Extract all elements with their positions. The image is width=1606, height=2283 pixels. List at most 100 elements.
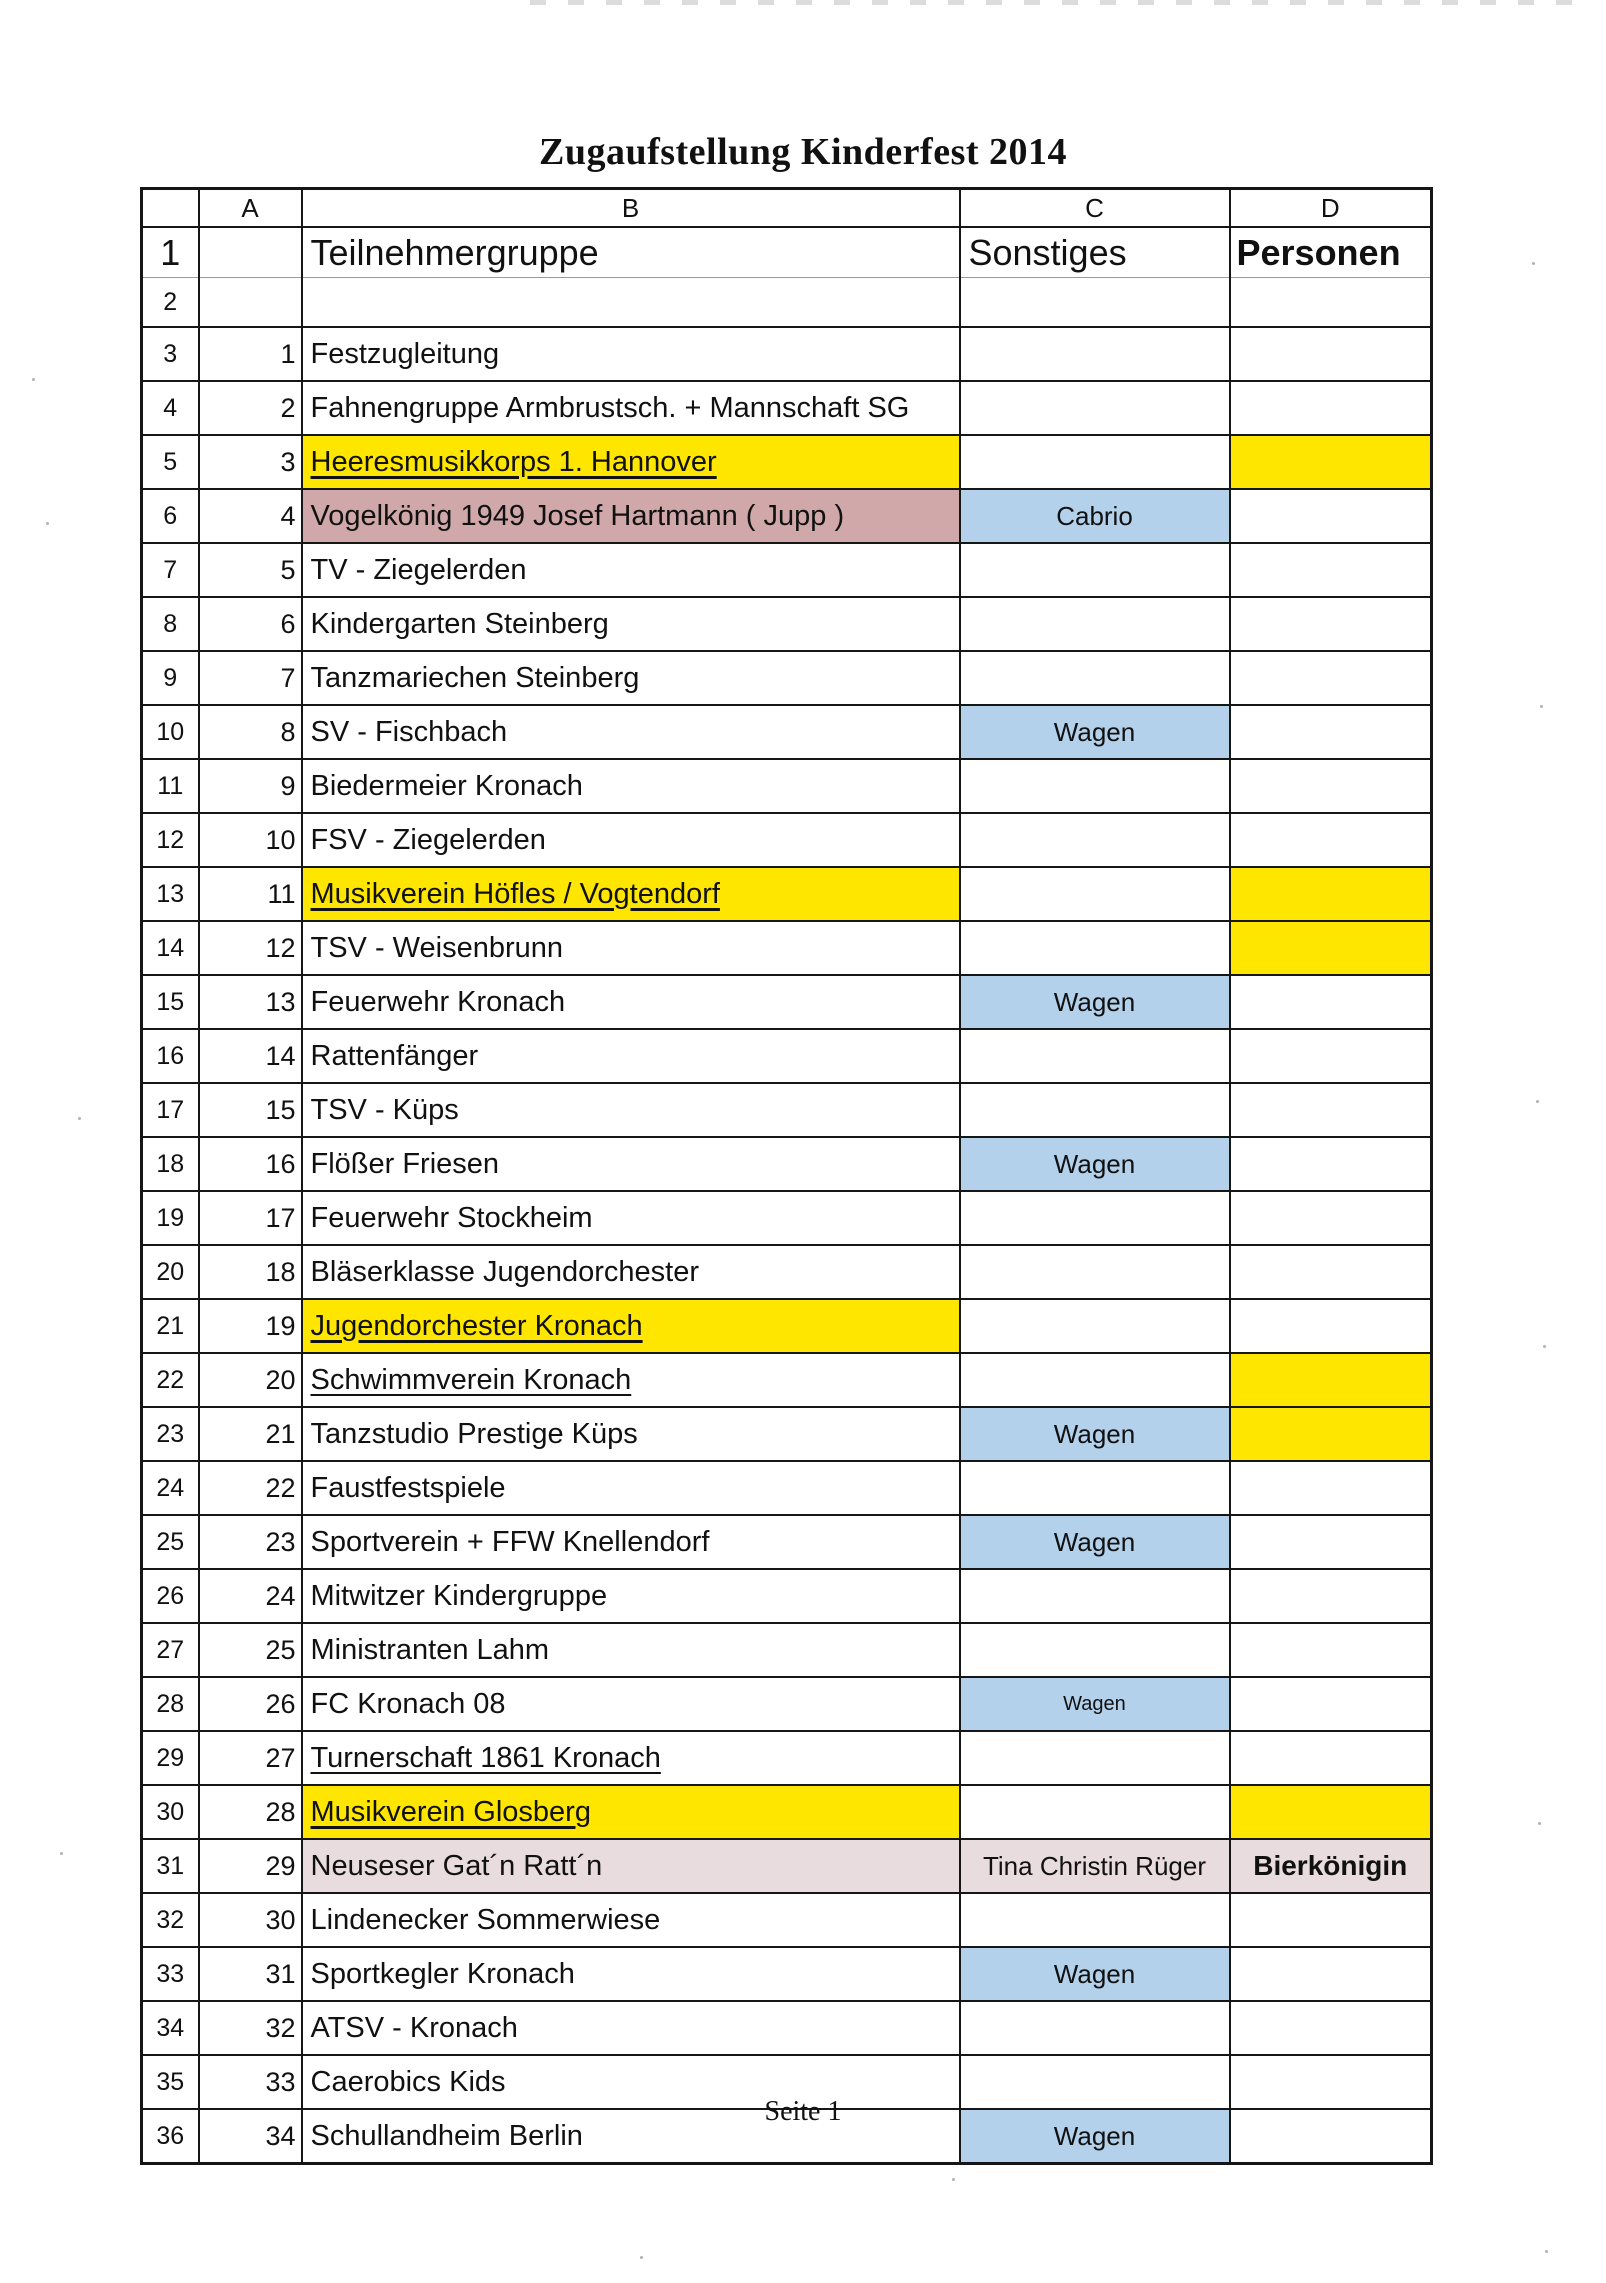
row-number-cell: 4	[140, 380, 200, 436]
row-number-cell: 14	[140, 920, 200, 976]
personen-cell	[1228, 1244, 1433, 1300]
position-cell: 21	[197, 1406, 303, 1462]
row-number-cell: 31	[140, 1838, 200, 1894]
personen-cell	[1228, 1298, 1433, 1354]
sonstiges-cell	[958, 326, 1231, 382]
personen-cell	[1228, 1460, 1433, 1516]
personen-cell	[1228, 974, 1433, 1030]
position-cell: 27	[197, 1730, 303, 1786]
position-cell: 14	[197, 1028, 303, 1084]
table-row: 6 4 Vogelkönig 1949 Josef Hartmann ( Jup…	[140, 488, 1433, 544]
personen-cell	[1228, 866, 1433, 922]
position-cell: 16	[197, 1136, 303, 1192]
group-cell: Mitwitzer Kindergruppe	[300, 1568, 961, 1624]
table-row: 32 30 Lindenecker Sommerwiese	[140, 1892, 1433, 1948]
group-cell: ATSV - Kronach	[300, 2000, 961, 2056]
position-cell: 13	[197, 974, 303, 1030]
table-row: 4 2 Fahnengruppe Armbrustsch. + Mannscha…	[140, 380, 1433, 436]
group-cell: Rattenfänger	[300, 1028, 961, 1084]
personen-cell	[1228, 1352, 1433, 1408]
group-cell: Schwimmverein Kronach	[300, 1352, 961, 1408]
row-number-cell: 17	[140, 1082, 200, 1138]
personen-cell	[1228, 1892, 1433, 1948]
table-row: 35 33 Caerobics Kids	[140, 2054, 1433, 2110]
personen-cell: Bierkönigin	[1228, 1838, 1433, 1894]
position-cell: 4	[197, 488, 303, 544]
group-cell: Turnerschaft 1861 Kronach	[300, 1730, 961, 1786]
table-row: 14 12 TSV - Weisenbrunn	[140, 920, 1433, 976]
scan-speck	[1538, 1822, 1541, 1825]
row-number-cell: 13	[140, 866, 200, 922]
sonstiges-cell: Tina Christin Rüger	[958, 1838, 1231, 1894]
position-cell: 1	[197, 326, 303, 382]
row-number-cell: 2	[140, 277, 200, 328]
sonstiges-cell: Wagen	[958, 704, 1231, 760]
group-cell: TV - Ziegelerden	[300, 542, 961, 598]
row-number-cell: 26	[140, 1568, 200, 1624]
scan-speck	[32, 378, 35, 381]
personen-cell	[1228, 1190, 1433, 1246]
scan-speck	[1532, 262, 1535, 265]
sonstiges-cell	[958, 1460, 1231, 1516]
group-cell: Tanzmariechen Steinberg	[300, 650, 961, 706]
group-cell: TSV - Küps	[300, 1082, 961, 1138]
table-row: 10 8 SV - Fischbach Wagen	[140, 704, 1433, 760]
group-cell: Jugendorchester Kronach	[300, 1298, 961, 1354]
table-row: 34 32 ATSV - Kronach	[140, 2000, 1433, 2056]
corner-cell	[140, 187, 200, 228]
personen-cell	[1228, 2000, 1433, 2056]
position-cell: 9	[197, 758, 303, 814]
row-number-cell: 7	[140, 542, 200, 598]
sonstiges-cell	[958, 380, 1231, 436]
position-cell	[197, 277, 303, 328]
scan-speck	[1540, 705, 1543, 708]
sonstiges-cell	[958, 920, 1231, 976]
personen-cell	[1228, 758, 1433, 814]
personen-cell	[1228, 277, 1433, 328]
personen-cell	[1228, 434, 1433, 490]
table-row: 17 15 TSV - Küps	[140, 1082, 1433, 1138]
table-body: 1 Teilnehmergruppe Sonstiges Personen 2 …	[140, 226, 1433, 2165]
position-cell: 10	[197, 812, 303, 868]
group-cell: Musikverein Glosberg	[300, 1784, 961, 1840]
group-cell: Vogelkönig 1949 Josef Hartmann ( Jupp )	[300, 488, 961, 544]
column-letter-b: B	[300, 187, 961, 228]
table-row: 24 22 Faustfestspiele	[140, 1460, 1433, 1516]
scan-speck	[78, 1117, 81, 1120]
personen-cell	[1228, 1730, 1433, 1786]
row-number-cell: 22	[140, 1352, 200, 1408]
row-number-cell: 10	[140, 704, 200, 760]
position-cell: 31	[197, 1946, 303, 2002]
row-number-cell: 21	[140, 1298, 200, 1354]
group-cell: Heeresmusikkorps 1. Hannover	[300, 434, 961, 490]
sonstiges-cell: Wagen	[958, 2108, 1231, 2165]
personen-cell	[1228, 1784, 1433, 1840]
scan-speck	[640, 2256, 643, 2259]
group-cell: Sportverein + FFW Knellendorf	[300, 1514, 961, 1570]
personen-cell	[1228, 1622, 1433, 1678]
personen-header: Personen	[1228, 226, 1433, 278]
personen-cell	[1228, 704, 1433, 760]
position-cell: 7	[197, 650, 303, 706]
group-cell: Biedermeier Kronach	[300, 758, 961, 814]
position-cell: 32	[197, 2000, 303, 2056]
table-row: 29 27 Turnerschaft 1861 Kronach	[140, 1730, 1433, 1786]
group-cell: Caerobics Kids	[300, 2054, 961, 2110]
column-letter-d: D	[1228, 187, 1433, 228]
personen-cell	[1228, 1028, 1433, 1084]
group-cell: Flößer Friesen	[300, 1136, 961, 1192]
row-number-cell: 34	[140, 2000, 200, 2056]
table-row: 30 28 Musikverein Glosberg	[140, 1784, 1433, 1840]
group-cell: Musikverein Höfles / Vogtendorf	[300, 866, 961, 922]
row-number-cell: 23	[140, 1406, 200, 1462]
row-number-cell: 28	[140, 1676, 200, 1732]
group-cell	[300, 277, 961, 328]
sonstiges-cell: Cabrio	[958, 488, 1231, 544]
row-number-cell: 1	[140, 226, 200, 278]
position-cell: 33	[197, 2054, 303, 2110]
table-header-row: 1 Teilnehmergruppe Sonstiges Personen	[140, 226, 1433, 278]
table-row: 25 23 Sportverein + FFW Knellendorf Wage…	[140, 1514, 1433, 1570]
position-cell: 25	[197, 1622, 303, 1678]
group-cell: Sportkegler Kronach	[300, 1946, 961, 2002]
position-cell: 6	[197, 596, 303, 652]
